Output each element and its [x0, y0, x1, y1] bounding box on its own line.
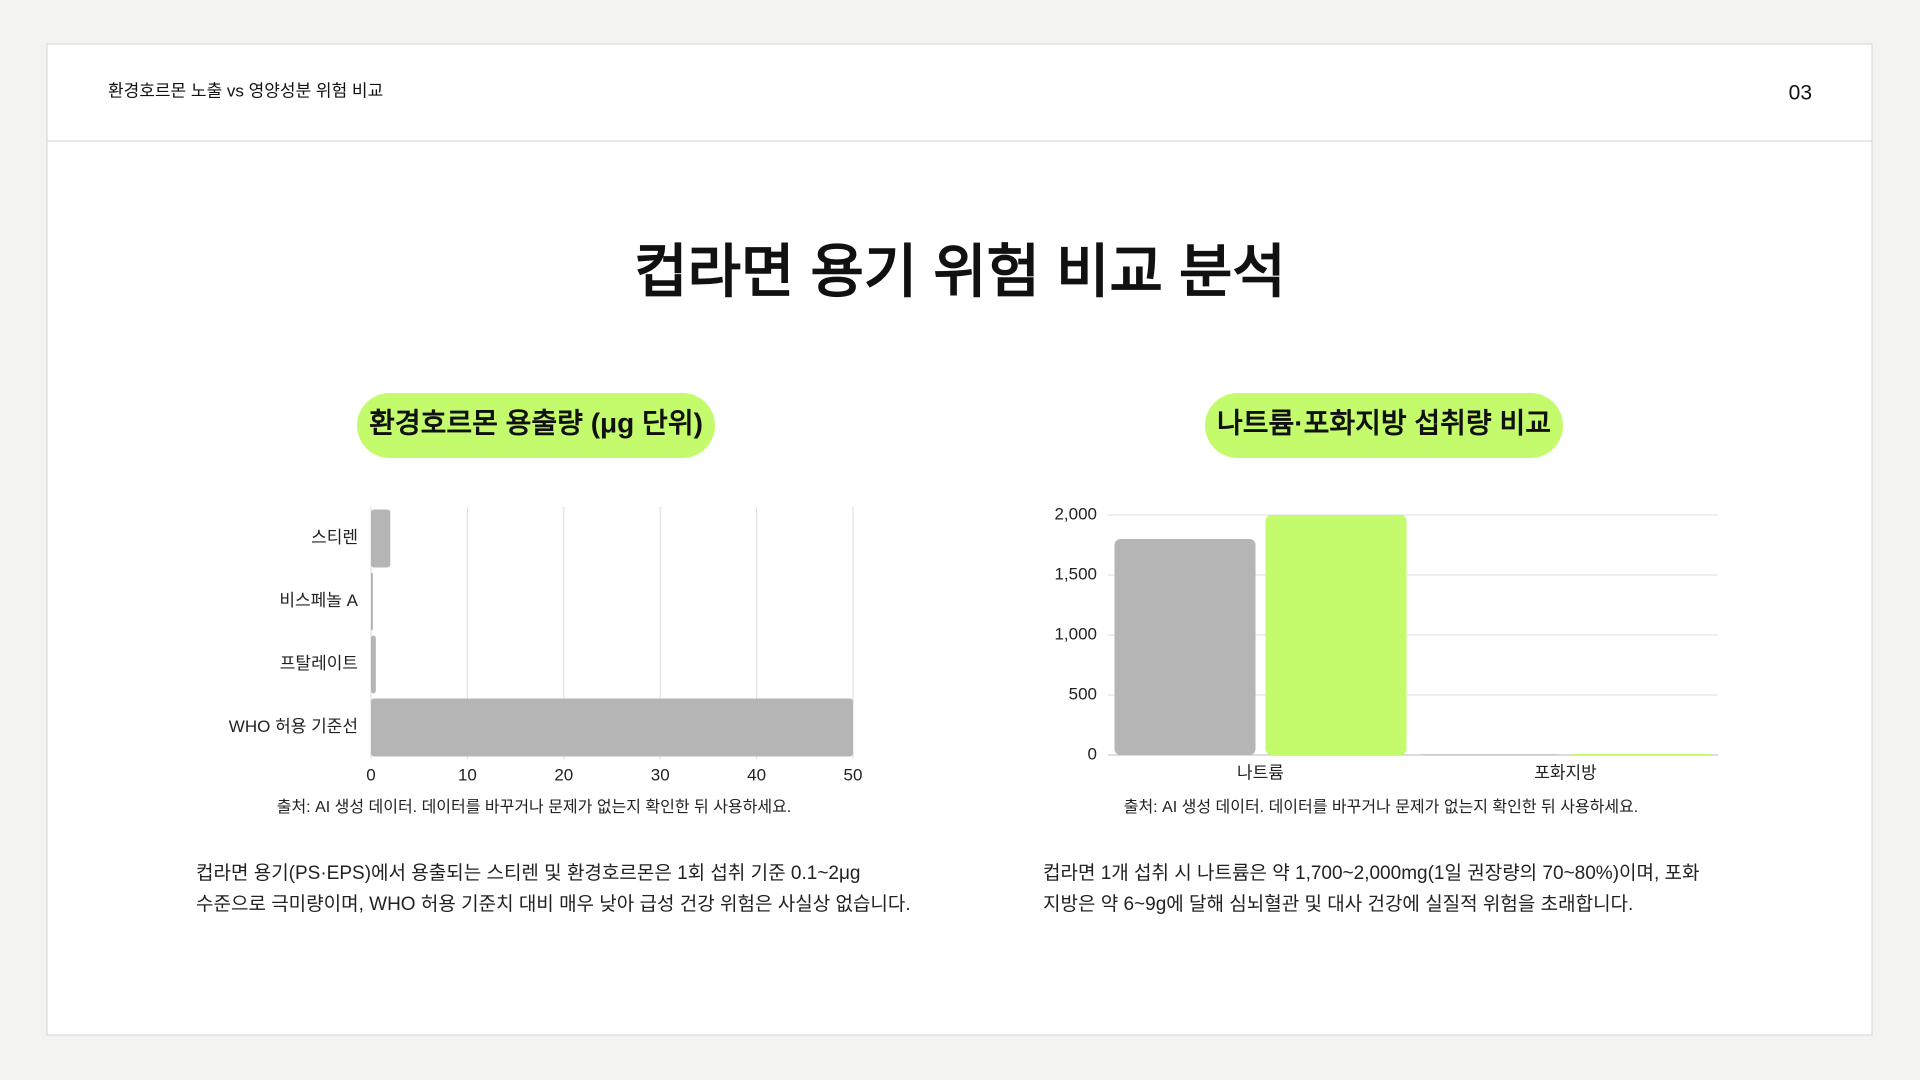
x-tick-label: 30 — [651, 765, 670, 784]
description: 지방은 약 6~9g에 달해 심뇌혈관 및 대사 건강에 실질적 위험을 초래합… — [1043, 893, 1633, 915]
y-tick-label: WHO 허용 기준선 — [229, 717, 358, 736]
y-tick-label: 스티렌 — [311, 528, 358, 547]
chart-title-pill — [357, 393, 715, 458]
header-title: 환경호르몬 노출 vs 영양성분 위험 비교 — [108, 81, 383, 100]
description: 컵라면 용기(PS·EPS)에서 용출되는 스티렌 및 환경호르몬은 1회 섭취… — [196, 862, 861, 884]
source-note: 출처: AI 생성 데이터. 데이터를 바꾸거나 문제가 없는지 확인한 뒤 사… — [277, 798, 792, 816]
x-tick-label: 50 — [844, 765, 863, 784]
x-tick-label: 나트륨 — [1237, 763, 1284, 782]
description: 컵라면 1개 섭취 시 나트륨은 약 1,700~2,000mg(1일 권장량의… — [1043, 862, 1700, 884]
source-note: 출처: AI 생성 데이터. 데이터를 바꾸거나 문제가 없는지 확인한 뒤 사… — [1124, 798, 1639, 816]
x-tick-label: 40 — [747, 765, 766, 784]
x-tick-label: 포화지방 — [1534, 763, 1597, 782]
bar — [371, 635, 376, 694]
card — [46, 43, 1873, 1036]
bar — [1570, 753, 1712, 755]
y-tick-label: 프탈레이트 — [280, 654, 358, 673]
y-tick-label: 500 — [1069, 684, 1097, 703]
chart-title: 환경호르몬 용출량 (μg 단위) — [369, 407, 703, 438]
x-tick-label: 0 — [366, 765, 375, 784]
main-title: 컵라면 용기 위험 비교 분석 — [634, 239, 1285, 304]
chart-title: 나트륨·포화지방 섭취량 비교 — [1217, 407, 1551, 438]
x-tick-label: 10 — [458, 765, 477, 784]
y-tick-label: 1,000 — [1054, 624, 1097, 643]
bar — [371, 698, 853, 757]
description: 수준으로 극미량이며, WHO 허용 기준치 대비 매우 낮아 급성 건강 위험… — [196, 893, 911, 915]
bar — [371, 572, 373, 631]
bar — [1265, 515, 1407, 755]
page-number: 03 — [1789, 82, 1812, 105]
y-tick-label: 0 — [1088, 744, 1097, 763]
bar — [1419, 754, 1561, 755]
x-tick-label: 20 — [554, 765, 573, 784]
y-tick-label: 1,500 — [1054, 564, 1097, 583]
bar — [1114, 539, 1256, 755]
chart-title-pill — [1205, 393, 1563, 458]
y-tick-label: 비스페놀 A — [279, 591, 358, 610]
bar — [371, 509, 391, 568]
y-tick-label: 2,000 — [1054, 504, 1097, 523]
